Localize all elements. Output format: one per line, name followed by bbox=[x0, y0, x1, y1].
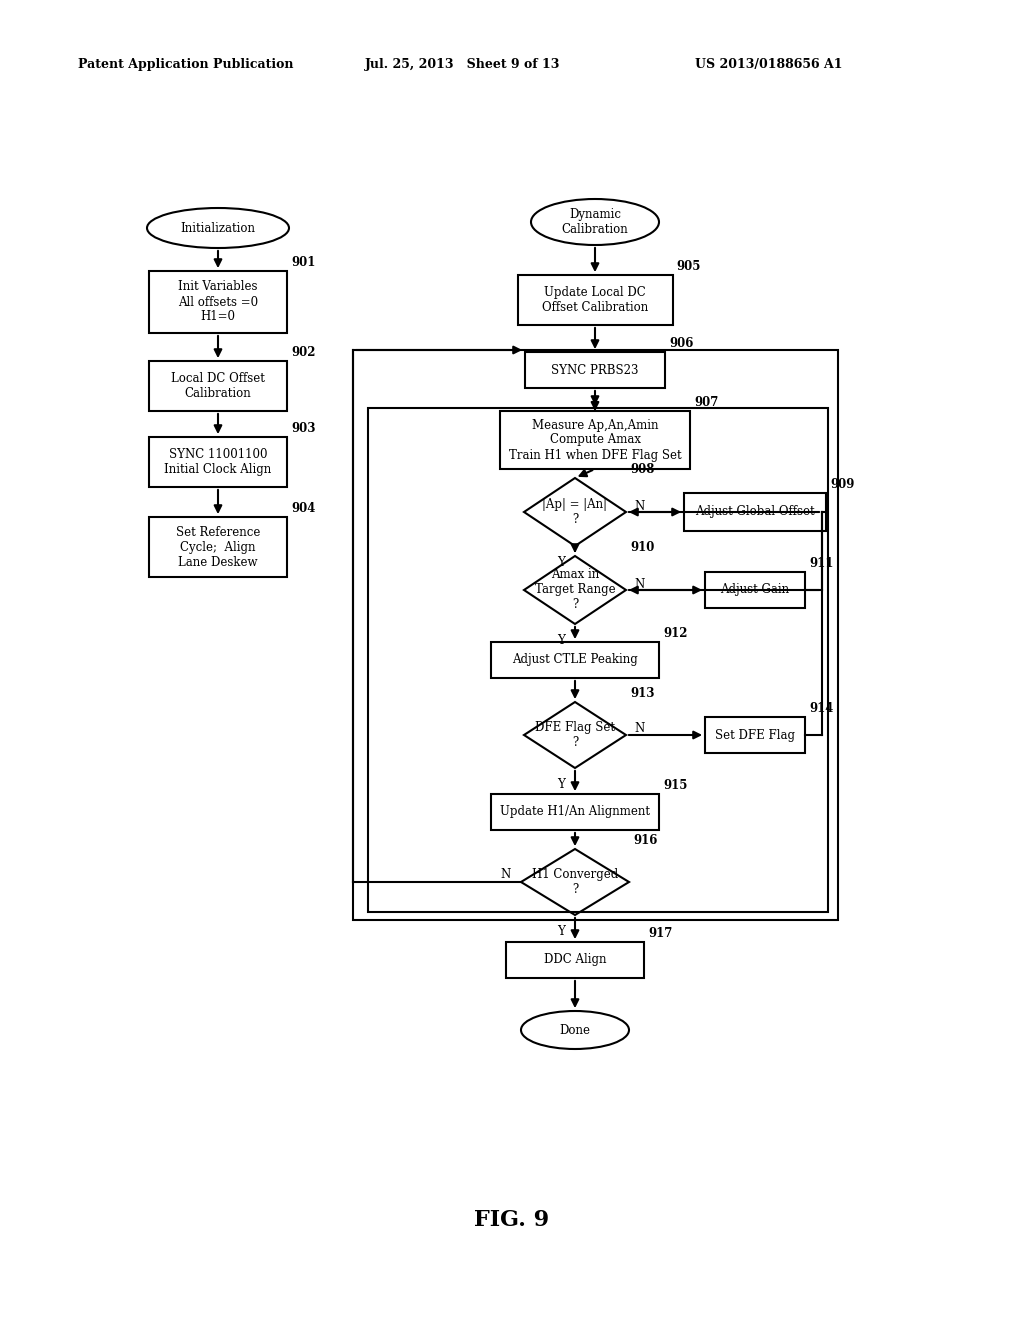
Text: H1 Converged
?: H1 Converged ? bbox=[531, 869, 618, 896]
Text: N: N bbox=[501, 867, 511, 880]
Text: DDC Align: DDC Align bbox=[544, 953, 606, 966]
Text: N: N bbox=[634, 499, 644, 512]
Text: 913: 913 bbox=[630, 686, 654, 700]
Text: SYNC PRBS23: SYNC PRBS23 bbox=[551, 363, 639, 376]
Text: 904: 904 bbox=[291, 502, 315, 515]
Text: 915: 915 bbox=[663, 779, 687, 792]
Text: Local DC Offset
Calibration: Local DC Offset Calibration bbox=[171, 372, 265, 400]
Text: Y: Y bbox=[557, 777, 565, 791]
Text: N: N bbox=[634, 722, 644, 735]
Text: Update H1/An Alignment: Update H1/An Alignment bbox=[500, 805, 650, 818]
Text: 901: 901 bbox=[291, 256, 315, 269]
Text: Set DFE Flag: Set DFE Flag bbox=[715, 729, 795, 742]
Text: 914: 914 bbox=[809, 702, 834, 715]
Text: 903: 903 bbox=[291, 422, 315, 436]
Text: 911: 911 bbox=[809, 557, 834, 570]
Text: Y: Y bbox=[557, 925, 565, 939]
Text: Measure Ap,An,Amin
Compute Amax
Train H1 when DFE Flag Set: Measure Ap,An,Amin Compute Amax Train H1… bbox=[509, 418, 681, 462]
Text: 917: 917 bbox=[648, 927, 673, 940]
Text: 912: 912 bbox=[663, 627, 687, 640]
Text: Dynamic
Calibration: Dynamic Calibration bbox=[561, 209, 629, 236]
Text: 906: 906 bbox=[669, 337, 693, 350]
Text: 905: 905 bbox=[677, 260, 700, 273]
Text: Update Local DC
Offset Calibration: Update Local DC Offset Calibration bbox=[542, 286, 648, 314]
Text: Y: Y bbox=[557, 556, 565, 569]
Text: 909: 909 bbox=[830, 478, 854, 491]
Text: Adjust Global Offset: Adjust Global Offset bbox=[695, 506, 815, 519]
Text: 910: 910 bbox=[630, 541, 654, 554]
Text: FIG. 9: FIG. 9 bbox=[474, 1209, 550, 1232]
Text: 916: 916 bbox=[633, 834, 657, 847]
Text: Init Variables
All offsets =0
H1=0: Init Variables All offsets =0 H1=0 bbox=[178, 281, 258, 323]
Text: Amax in
Target Range
?: Amax in Target Range ? bbox=[535, 569, 615, 611]
Text: N: N bbox=[634, 578, 644, 590]
Text: SYNC 11001100
Initial Clock Align: SYNC 11001100 Initial Clock Align bbox=[165, 447, 271, 477]
Text: US 2013/0188656 A1: US 2013/0188656 A1 bbox=[695, 58, 843, 71]
Text: Set Reference
Cycle;  Align
Lane Deskew: Set Reference Cycle; Align Lane Deskew bbox=[176, 525, 260, 569]
Text: 907: 907 bbox=[694, 396, 719, 409]
Text: Y: Y bbox=[557, 634, 565, 647]
Text: 902: 902 bbox=[291, 346, 315, 359]
Text: Patent Application Publication: Patent Application Publication bbox=[78, 58, 294, 71]
Text: Adjust Gain: Adjust Gain bbox=[721, 583, 790, 597]
Text: Adjust CTLE Peaking: Adjust CTLE Peaking bbox=[512, 653, 638, 667]
Text: |Ap| = |An|
?: |Ap| = |An| ? bbox=[543, 498, 607, 525]
Text: Initialization: Initialization bbox=[180, 222, 256, 235]
Text: DFE Flag Set
?: DFE Flag Set ? bbox=[535, 721, 615, 748]
Text: Done: Done bbox=[559, 1023, 591, 1036]
Text: 908: 908 bbox=[630, 463, 654, 477]
Text: Jul. 25, 2013   Sheet 9 of 13: Jul. 25, 2013 Sheet 9 of 13 bbox=[365, 58, 560, 71]
